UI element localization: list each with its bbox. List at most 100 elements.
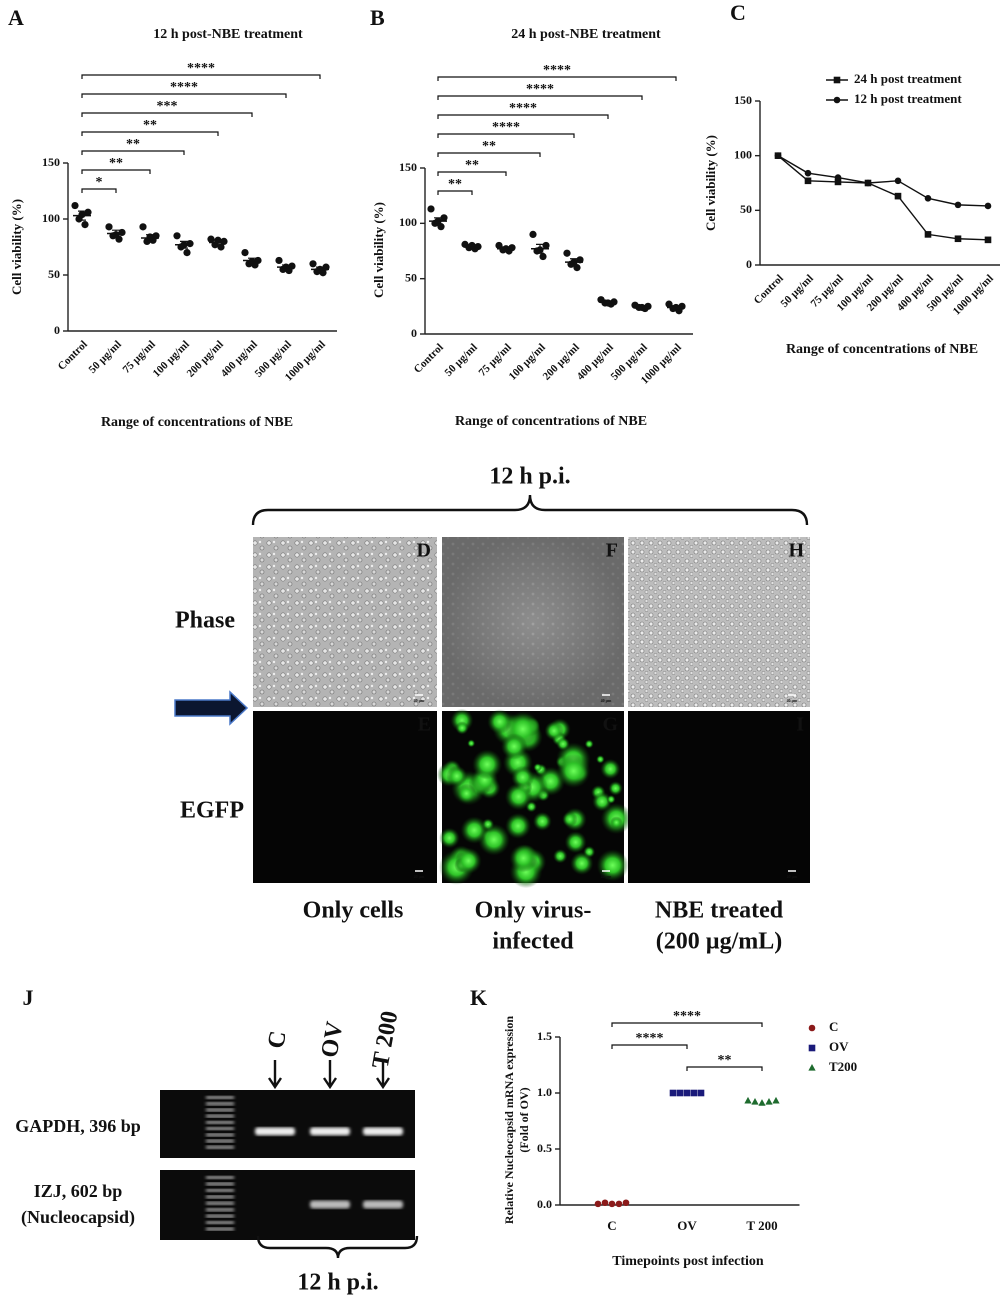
row-label: Phase <box>175 608 235 634</box>
lane-label: OV <box>317 1019 349 1060</box>
significance-label: ** <box>126 137 140 152</box>
significance-label: ** <box>718 1053 732 1068</box>
significance-bracket <box>81 150 185 155</box>
scale-bar-label: 40 µm <box>601 698 612 703</box>
error-bar <box>604 300 612 304</box>
y-axis-label: (Fold of OV) <box>517 1087 531 1152</box>
fluorescence <box>505 812 532 840</box>
x-tick-label: T 200 <box>746 1218 777 1233</box>
significance-label: ** <box>143 118 157 133</box>
error-bar <box>78 210 86 221</box>
significance-bracket <box>81 74 321 79</box>
marker <box>894 177 902 185</box>
error-bar <box>434 217 442 226</box>
fluorescence <box>500 733 528 760</box>
y-tick-label: 1.0 <box>537 1085 552 1099</box>
fluorescence <box>596 849 629 882</box>
y-tick-label: 0 <box>54 323 60 337</box>
error-bar <box>672 305 680 310</box>
ladder-band <box>206 1182 234 1186</box>
band-label: (Nucleocapsid) <box>21 1207 135 1228</box>
significance-bracket <box>81 188 117 193</box>
significance-bracket <box>437 114 609 119</box>
significance-label: **** <box>509 101 537 116</box>
fluorescence <box>564 831 587 854</box>
series-line <box>777 155 989 241</box>
panel-letter: C <box>730 0 746 25</box>
arrow <box>174 690 249 726</box>
marker <box>683 1089 691 1097</box>
ladder-band <box>206 1208 234 1212</box>
micrograph <box>628 711 810 883</box>
significance-bracket <box>437 133 575 138</box>
significance-bracket <box>437 171 507 176</box>
fluorescence <box>610 816 623 829</box>
fluorescence <box>504 782 533 811</box>
y-tick-label: 150 <box>399 160 417 174</box>
scale-bar-label: 40 µm <box>601 874 612 879</box>
error-bar <box>180 240 188 249</box>
marker <box>954 201 962 209</box>
ladder-band <box>206 1114 234 1118</box>
significance-bracket <box>611 1022 763 1027</box>
x-tick-label: C <box>607 1218 616 1233</box>
x-axis-label: Timepoints post infection <box>612 1254 764 1269</box>
error-bar <box>638 305 646 310</box>
data-point <box>275 256 283 265</box>
marker <box>808 1044 816 1052</box>
gel-image <box>160 1090 415 1158</box>
ladder-band <box>206 1195 234 1199</box>
error-bar <box>248 257 256 264</box>
x-tick-label: 50 µg/ml <box>87 338 124 375</box>
marker <box>808 1024 816 1032</box>
data-point <box>529 230 537 238</box>
fluorescence <box>533 763 543 772</box>
marker <box>804 177 812 185</box>
marker <box>669 1089 677 1097</box>
significance-bracket <box>437 95 643 100</box>
panel-letter: J <box>23 985 34 1010</box>
ladder-band <box>206 1108 234 1112</box>
y-tick-label: 0 <box>746 257 752 271</box>
fluorescence <box>606 794 616 804</box>
panel-letter: D <box>417 540 431 562</box>
scale-bar-label: 40 µm <box>787 698 798 703</box>
marker <box>804 169 812 177</box>
micrograph <box>253 711 437 883</box>
marker <box>984 236 992 244</box>
gel-caption: 12 h p.i. <box>297 1270 378 1296</box>
lane-label: T 200 <box>368 1009 404 1070</box>
chart-title: 12 h post-NBE treatment <box>153 27 303 42</box>
significance-label: ** <box>448 177 462 192</box>
marker <box>622 1199 630 1207</box>
data-point <box>539 252 547 261</box>
micrograph-shading <box>442 537 624 707</box>
ladder-band <box>206 1133 234 1137</box>
marker <box>608 1200 616 1208</box>
error-bar <box>502 247 510 251</box>
marker <box>864 179 872 187</box>
ladder-band <box>206 1201 234 1205</box>
fluorescence <box>455 721 469 735</box>
significance-bracket <box>81 131 219 136</box>
column-caption: Only virus- <box>475 898 592 924</box>
y-tick-label: 150 <box>42 155 60 169</box>
significance-label: **** <box>492 120 520 135</box>
legend-label: 24 h post treatment <box>854 71 962 86</box>
marker <box>772 1096 780 1104</box>
x-tick-label: OV <box>677 1218 697 1233</box>
ladder-band <box>206 1096 234 1099</box>
data-point <box>173 232 181 240</box>
y-tick-label: 50 <box>48 267 60 281</box>
x-axis-label: Range of concentrations of NBE <box>455 414 647 429</box>
y-axis-label: Relative Nucleocapsid mRNA expression <box>502 1016 516 1224</box>
y-tick-label: 100 <box>399 215 417 229</box>
fluorescence <box>596 754 605 764</box>
legend-label: 12 h post treatment <box>854 91 962 106</box>
x-tick-label: 50 µg/ml <box>443 341 480 378</box>
marker <box>676 1089 684 1097</box>
y-tick-label: 0 <box>411 326 417 340</box>
fluorescence <box>439 827 460 849</box>
fluorescence <box>544 721 564 741</box>
